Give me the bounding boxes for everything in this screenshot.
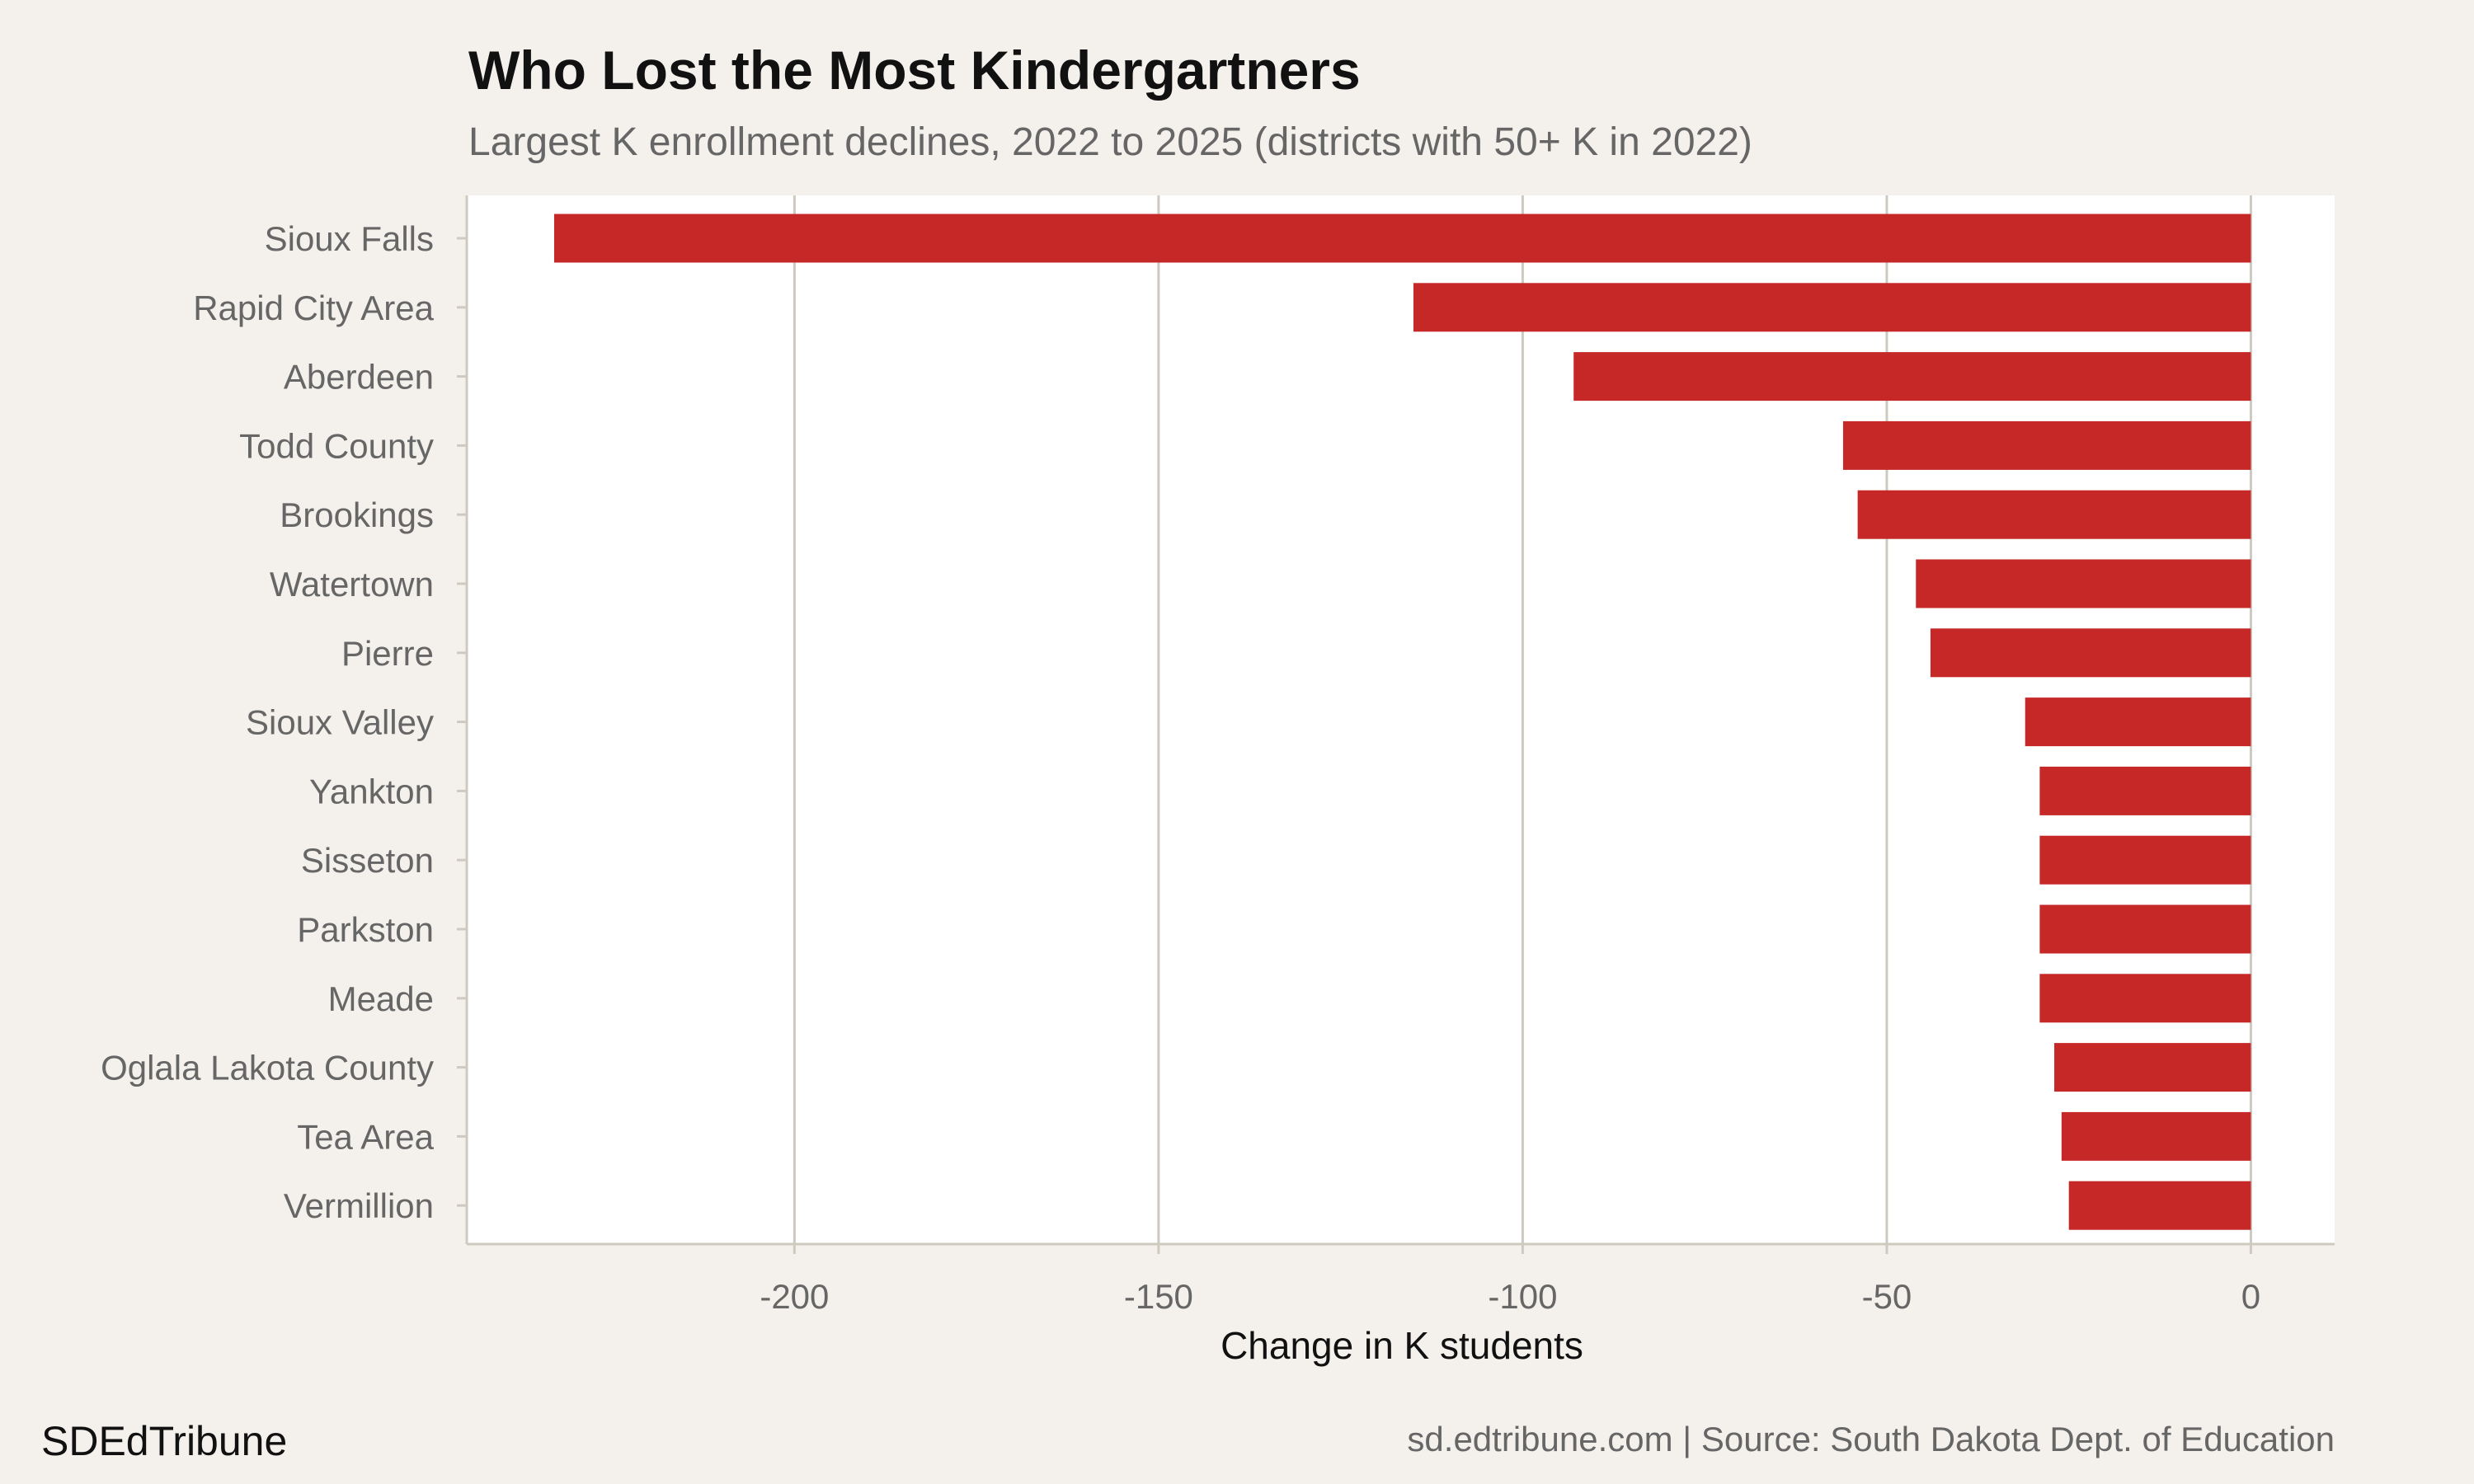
bar [1916, 559, 2251, 608]
y-category-label: Aberdeen [284, 358, 434, 397]
bar [1413, 283, 2251, 332]
y-category-label: Watertown [270, 565, 434, 603]
bar [2054, 1043, 2251, 1092]
chart-title: Who Lost the Most Kindergartners [468, 40, 1361, 101]
bar [1573, 352, 2251, 402]
y-category-label: Yankton [309, 772, 434, 810]
y-category-label: Todd County [239, 426, 434, 465]
bar [1930, 628, 2251, 678]
y-category-label: Sisseton [301, 841, 434, 880]
brand-logo-text: SDEdTribune [41, 1418, 287, 1464]
bar [2039, 835, 2251, 885]
bar [2061, 1111, 2251, 1161]
x-tick-label: -150 [1124, 1277, 1193, 1316]
y-category-label: Tea Area [297, 1117, 434, 1156]
bar [1857, 490, 2251, 539]
y-category-label: Sioux Falls [265, 219, 434, 258]
y-category-label: Pierre [341, 634, 434, 673]
y-category-label: Meade [328, 979, 434, 1018]
bar [2025, 697, 2251, 747]
y-category-label: Oglala Lakota County [101, 1049, 434, 1087]
bar [1842, 420, 2251, 470]
bar [2039, 974, 2251, 1023]
y-category-label: Sioux Valley [246, 703, 434, 742]
y-category-label: Brookings [280, 495, 434, 534]
bar [553, 214, 2251, 263]
source-caption: sd.edtribune.com | Source: South Dakota … [1407, 1420, 2335, 1458]
bar [2039, 766, 2251, 815]
y-category-label: Parkston [297, 910, 434, 949]
bar [2039, 904, 2251, 954]
x-tick-label: -200 [760, 1277, 829, 1316]
x-tick-label: -100 [1488, 1277, 1557, 1316]
x-tick-label: -50 [1862, 1277, 1912, 1316]
y-category-label: Rapid City Area [193, 289, 434, 327]
x-tick-label: 0 [2241, 1277, 2260, 1316]
y-category-label: Vermillion [284, 1186, 434, 1225]
x-axis-label: Change in K students [1221, 1324, 1583, 1367]
chart-subtitle: Largest K enrollment declines, 2022 to 2… [468, 120, 1752, 164]
bar [2068, 1181, 2251, 1230]
